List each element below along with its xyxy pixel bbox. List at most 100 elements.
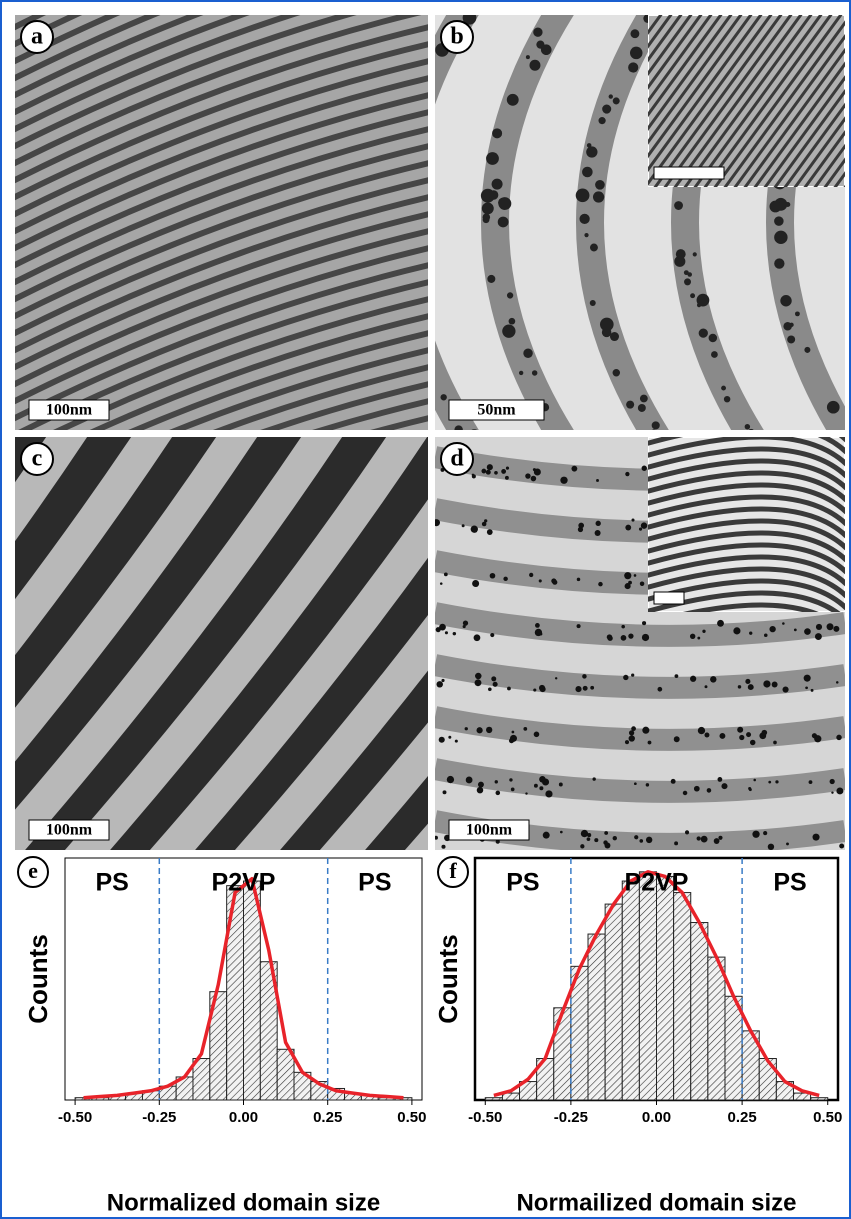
particle	[475, 673, 482, 680]
particle	[439, 624, 446, 631]
particle	[610, 332, 619, 341]
particle	[697, 637, 700, 640]
particle	[628, 633, 633, 638]
particle	[717, 777, 722, 782]
particle	[794, 629, 797, 632]
particle	[775, 780, 778, 783]
panel-label: c	[32, 446, 43, 472]
particle	[795, 311, 800, 316]
figure: a100nmb50nmc100nmd100nmPSP2VPPS-0.50-0.2…	[0, 0, 851, 1219]
bar	[622, 881, 639, 1100]
scale-bar-label: 100nm	[46, 402, 93, 419]
particle	[481, 469, 486, 474]
bar	[759, 1059, 776, 1100]
region-label: PS	[506, 869, 539, 897]
particle	[507, 687, 511, 691]
particle	[587, 833, 591, 837]
particle	[769, 626, 775, 632]
particle	[628, 62, 638, 72]
particle	[690, 676, 696, 682]
particle	[535, 623, 540, 628]
particle	[600, 318, 614, 332]
particle	[598, 582, 603, 587]
particle	[540, 686, 546, 692]
particle	[609, 94, 613, 98]
particle	[629, 735, 635, 741]
particle	[447, 776, 454, 783]
particle	[613, 369, 620, 376]
particle	[580, 844, 584, 848]
particle	[509, 318, 516, 325]
particle	[476, 727, 482, 733]
particle	[555, 677, 557, 679]
particle	[805, 686, 808, 689]
particle	[631, 726, 636, 731]
particle	[676, 249, 686, 259]
particle	[545, 790, 552, 797]
particle	[448, 736, 451, 739]
particle	[804, 675, 811, 682]
particle	[787, 335, 795, 343]
particle	[604, 831, 608, 835]
particle	[684, 278, 691, 285]
particle	[582, 167, 593, 178]
bar	[554, 1008, 571, 1100]
particle	[529, 60, 540, 71]
particle	[507, 94, 519, 106]
particle	[509, 778, 512, 781]
particle	[634, 782, 637, 785]
particle	[629, 730, 634, 735]
bar	[277, 1049, 294, 1100]
particle	[809, 780, 813, 784]
particle	[624, 572, 631, 579]
particle	[455, 740, 458, 743]
particle	[675, 674, 679, 678]
particle	[506, 467, 509, 470]
particle	[587, 837, 591, 841]
particle	[596, 479, 599, 482]
particle	[704, 733, 709, 738]
particle	[498, 217, 509, 228]
particle	[478, 782, 484, 788]
particle	[634, 574, 637, 577]
particle	[745, 424, 750, 429]
particle	[721, 386, 726, 391]
particle	[639, 839, 643, 843]
particle	[436, 681, 442, 687]
particle	[694, 786, 700, 792]
particle	[749, 631, 752, 634]
particle	[463, 620, 468, 625]
x-tick-label: 0.50	[397, 1109, 426, 1126]
scale-bar-label: 100nm	[466, 822, 513, 839]
particle	[523, 727, 527, 731]
particle	[671, 779, 676, 784]
particle	[473, 529, 477, 533]
particle	[439, 737, 445, 743]
particle	[495, 780, 498, 783]
particle	[551, 578, 556, 583]
scale-bar-label: 100nm	[46, 822, 93, 839]
particle	[531, 476, 537, 482]
particle	[489, 190, 498, 199]
particle	[733, 627, 740, 634]
particle	[773, 741, 777, 745]
particle	[560, 831, 563, 834]
particle	[475, 679, 482, 686]
particle	[642, 466, 647, 471]
region-label: PS	[95, 869, 128, 897]
particle	[633, 32, 638, 37]
particle	[764, 634, 768, 638]
particle	[462, 524, 465, 527]
x-tick-label: 0.00	[229, 1109, 258, 1126]
particle	[827, 401, 840, 414]
particle	[782, 686, 788, 692]
particle	[613, 97, 620, 104]
particle	[749, 788, 752, 791]
particle	[474, 634, 481, 641]
particle	[625, 472, 629, 476]
particle	[643, 638, 645, 640]
particle	[648, 839, 651, 842]
particle	[496, 791, 501, 796]
particle	[490, 633, 494, 637]
particle	[502, 325, 515, 338]
